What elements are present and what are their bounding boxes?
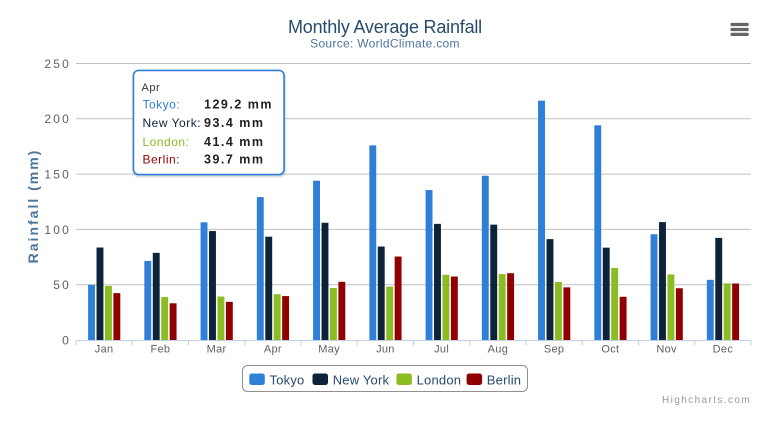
svg-text:Apr: Apr [142, 82, 161, 94]
svg-text:Mar: Mar [207, 344, 227, 356]
svg-text:Rainfall (mm): Rainfall (mm) [25, 149, 41, 264]
svg-text:0: 0 [62, 333, 71, 347]
svg-text:Tokyo:: Tokyo: [143, 98, 181, 112]
svg-text:Dec: Dec [713, 344, 734, 356]
svg-text:Source: WorldClimate.com: Source: WorldClimate.com [310, 37, 460, 51]
svg-text:London:: London: [143, 135, 190, 149]
svg-text:Feb: Feb [150, 344, 170, 356]
svg-text:41.4 mm: 41.4 mm [204, 135, 265, 149]
svg-text:100: 100 [44, 223, 71, 237]
svg-text:Nov: Nov [656, 344, 677, 356]
svg-text:Apr: Apr [264, 344, 282, 356]
svg-text:129.2 mm: 129.2 mm [204, 98, 273, 112]
svg-text:Jan: Jan [95, 344, 114, 356]
svg-text:Aug: Aug [488, 344, 508, 356]
svg-text:May: May [318, 344, 340, 356]
svg-text:New York:: New York: [143, 116, 202, 130]
svg-text:Sep: Sep [544, 344, 564, 356]
svg-text:39.7 mm: 39.7 mm [204, 153, 265, 167]
svg-text:Highcharts.com: Highcharts.com [662, 395, 751, 406]
svg-text:Tokyo: Tokyo [270, 372, 305, 387]
svg-text:London: London [417, 372, 462, 387]
svg-text:200: 200 [44, 112, 71, 126]
svg-text:150: 150 [44, 168, 71, 182]
svg-text:Jul: Jul [434, 344, 449, 356]
svg-text:93.4 mm: 93.4 mm [204, 116, 265, 130]
svg-text:Berlin: Berlin [487, 372, 521, 387]
svg-text:New York: New York [333, 372, 390, 387]
svg-text:50: 50 [53, 278, 71, 292]
svg-text:250: 250 [44, 57, 71, 71]
svg-text:Jun: Jun [376, 344, 395, 356]
svg-text:Berlin:: Berlin: [143, 153, 181, 167]
svg-text:Monthly Average Rainfall: Monthly Average Rainfall [288, 17, 482, 37]
svg-text:Oct: Oct [601, 344, 619, 356]
